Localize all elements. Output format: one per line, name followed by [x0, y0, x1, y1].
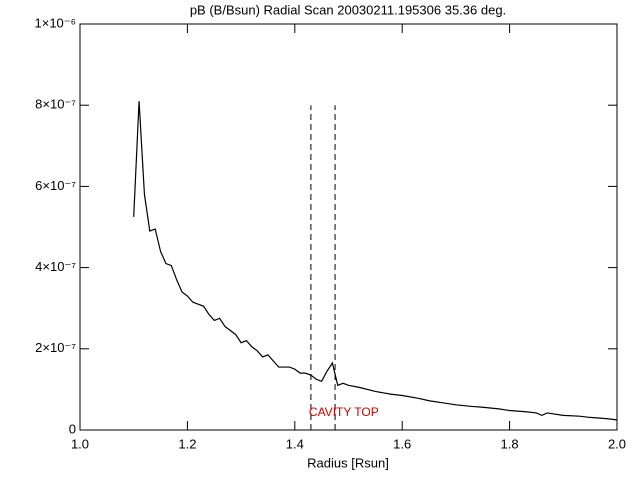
x-tick-label: 1.2	[178, 436, 196, 451]
chart-title: pB (B/Bsun) Radial Scan 20030211.195306 …	[190, 2, 506, 17]
x-tick-label: 2.0	[608, 436, 626, 451]
x-axis-label: Radius [Rsun]	[307, 455, 389, 470]
data-line	[133, 101, 618, 421]
y-tick-label: 2×10⁻⁷	[35, 340, 76, 355]
y-tick-label: 0	[69, 421, 76, 436]
y-tick-label: 6×10⁻⁷	[35, 178, 76, 193]
plot-frame	[79, 23, 618, 431]
annotation: CAVITY TOP	[309, 405, 379, 419]
y-tick-label: 8×10⁻⁷	[35, 97, 76, 112]
y-tick-label: 4×10⁻⁷	[35, 259, 76, 274]
x-tick-label: 1.4	[286, 436, 304, 451]
x-tick-label: 1.8	[501, 436, 519, 451]
y-tick-label: 1×10⁻⁶	[35, 15, 77, 30]
x-tick-label: 1.6	[393, 436, 411, 451]
x-tick-label: 1.0	[71, 436, 89, 451]
